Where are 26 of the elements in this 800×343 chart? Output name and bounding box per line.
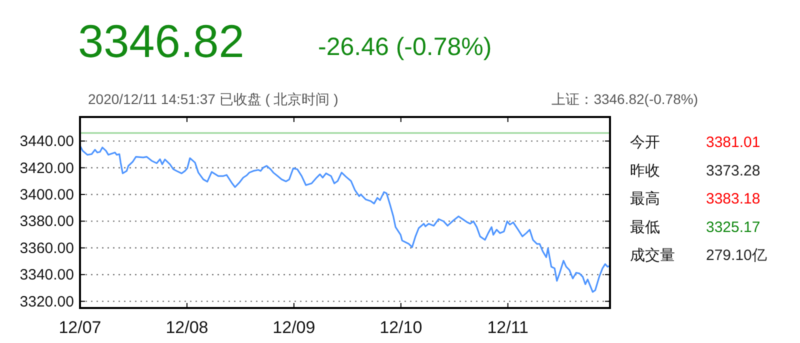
label: 成交量 [630,247,675,264]
xtick: 12/09 [272,318,316,337]
ytick: 3380.00 [20,213,74,230]
value: 3325.17 [706,218,760,236]
value: 3373.28 [706,162,760,180]
ytick: 3400.00 [20,186,74,204]
value: 3383.18 [706,190,760,208]
ytick: 3420.00 [20,160,74,177]
label: 今开 [630,134,660,151]
value: 279.10亿 [706,247,767,264]
ytick: 3440.00 [20,133,74,150]
xtick: 12/10 [380,318,422,337]
ytick: 3360.00 [20,240,74,257]
xtick: 12/07 [58,318,102,337]
xtick: 12/11 [487,318,528,337]
subtitle: -26.46 (-0.78%) [318,33,492,61]
title: 3346.82 [78,15,244,67]
value: 3381.01 [706,134,760,151]
label: 最低 [630,218,660,236]
annotation: 上证：3346.82(-0.78%) [552,91,698,107]
label: 最高 [630,190,660,208]
annotation: 2020/12/11 14:51:37 已收盘 ( 北京时间 ) [88,91,338,107]
xtick: 12/08 [166,318,208,337]
label: 昨收 [630,162,660,180]
ytick: 3340.00 [20,266,74,284]
ytick: 3320.00 [20,293,74,310]
